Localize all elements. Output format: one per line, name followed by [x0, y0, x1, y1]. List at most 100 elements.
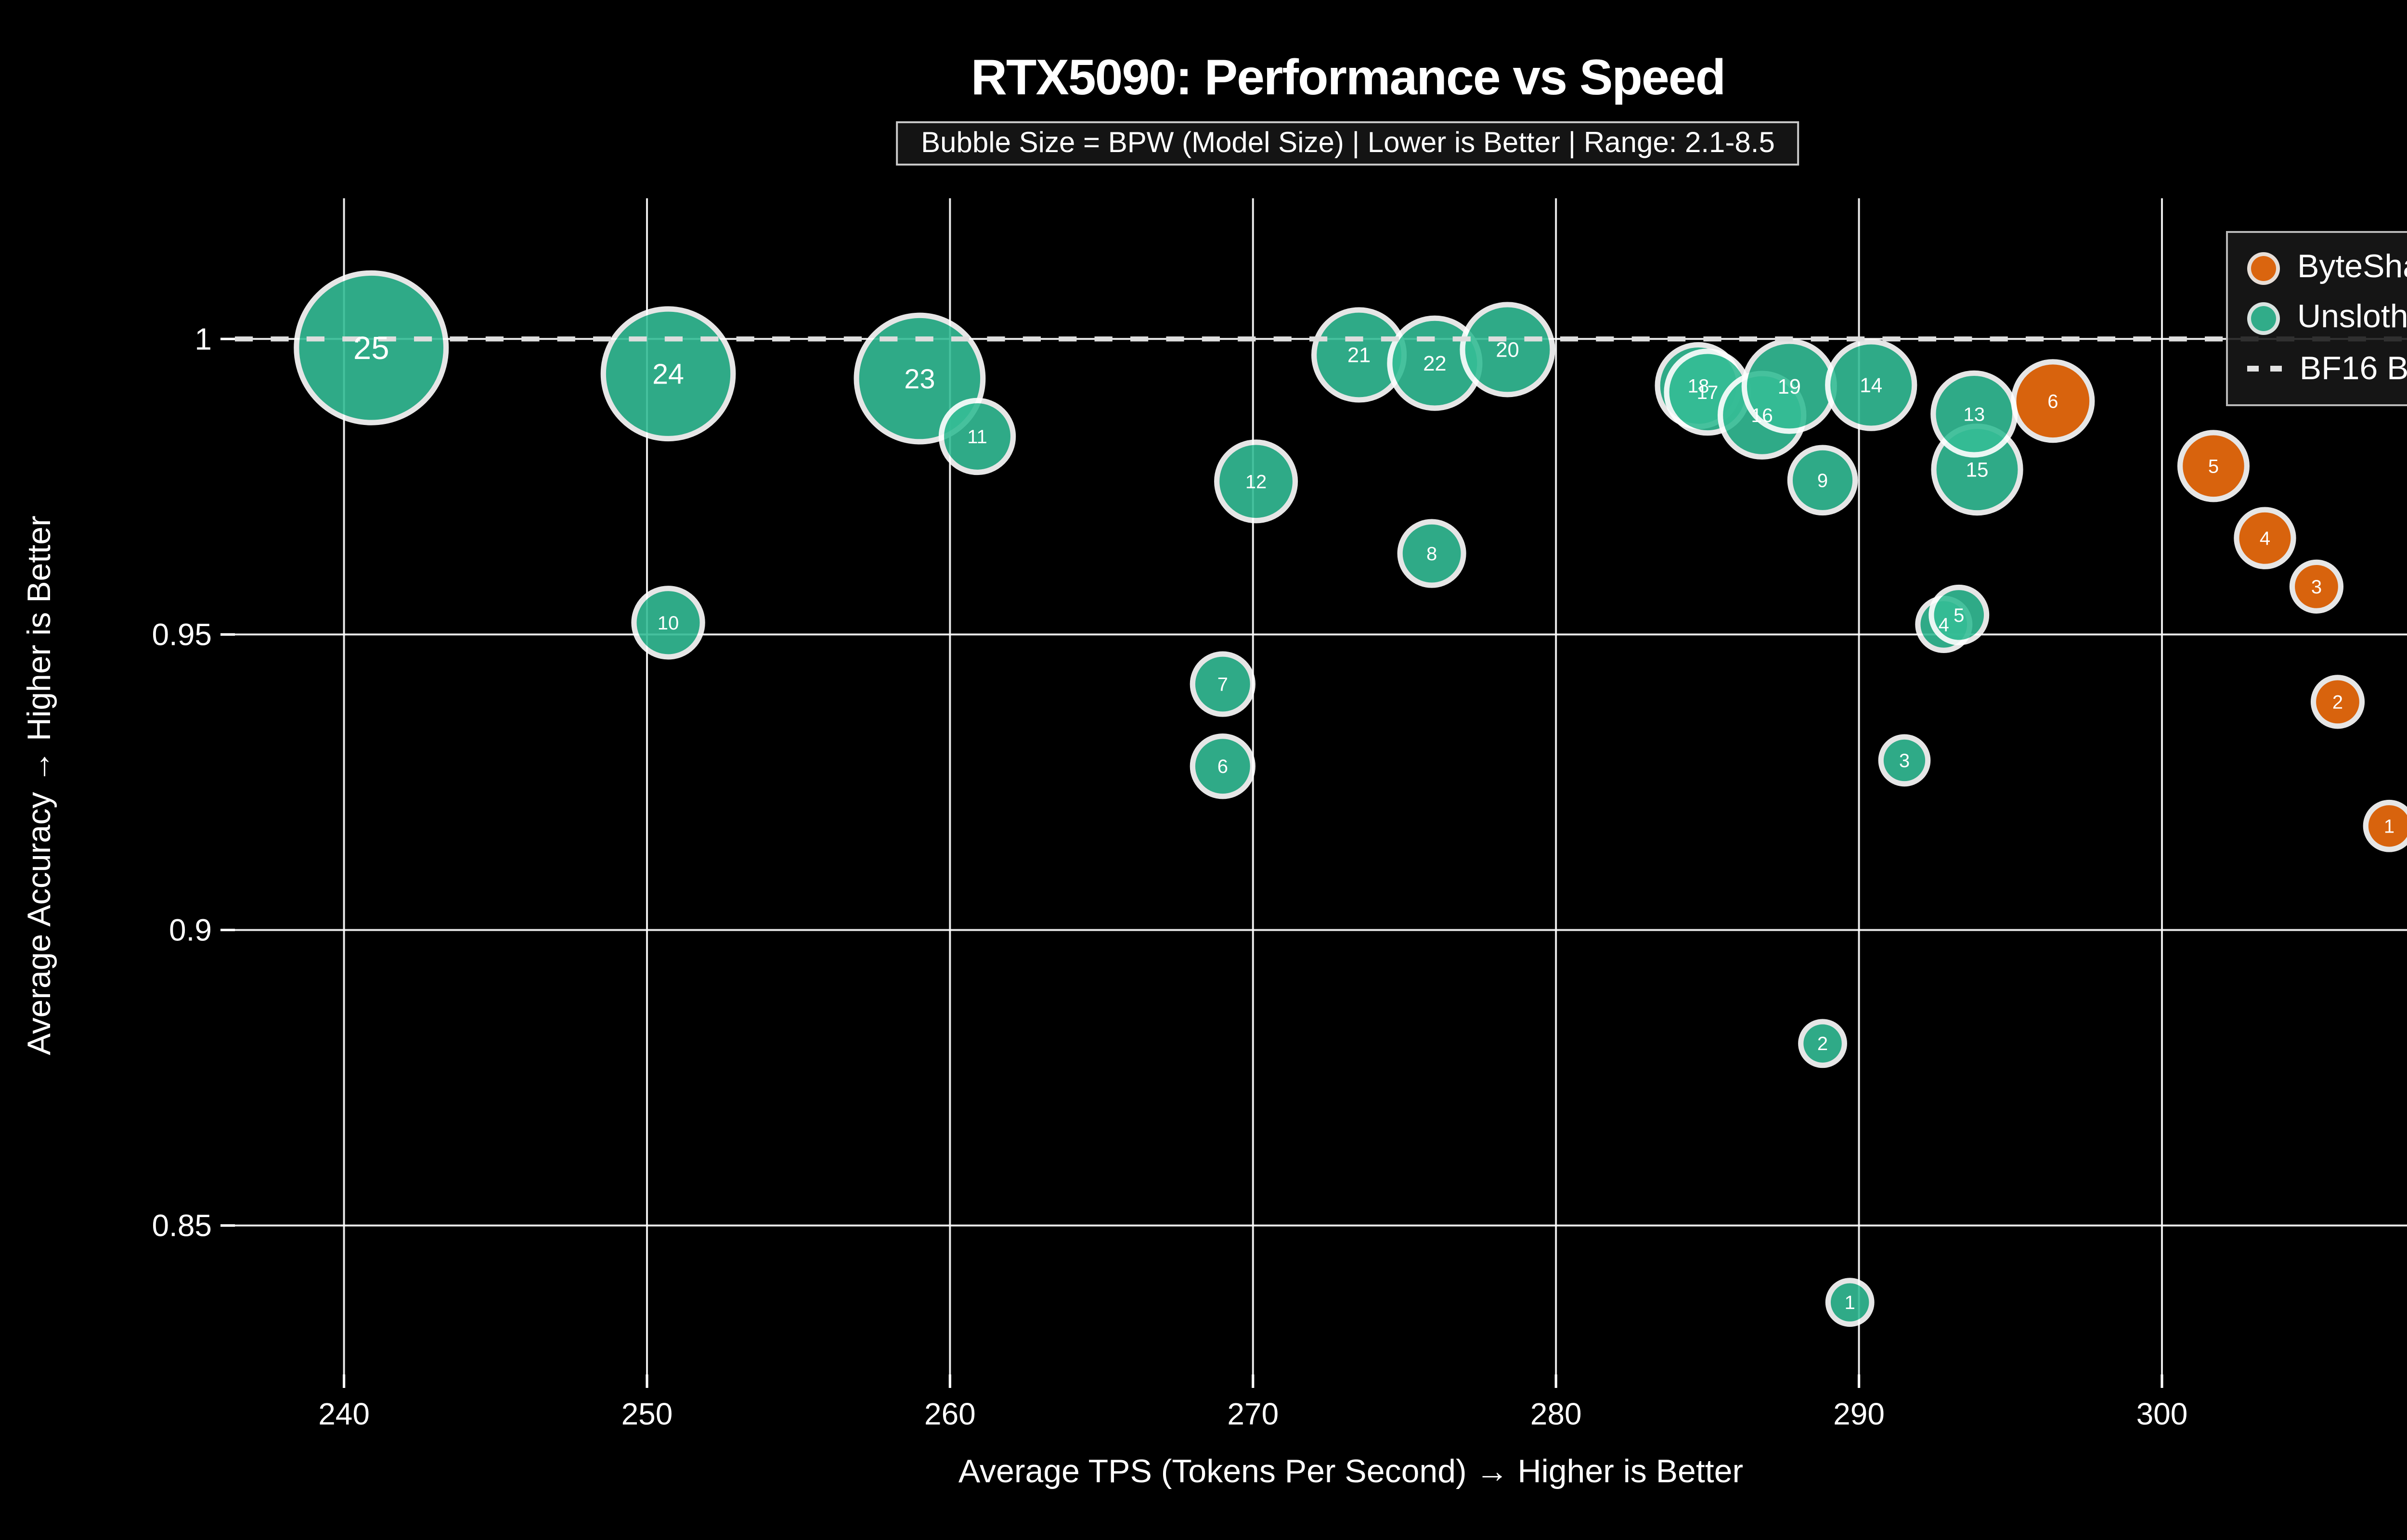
bubble-byteshape-2 [2310, 675, 2365, 729]
y-tick-label: 0.85 [152, 1208, 212, 1243]
bubble-label: 25 [353, 330, 389, 366]
bubble-ring [2177, 430, 2250, 502]
bubble-fill [2316, 680, 2360, 724]
bubble-label: 6 [2047, 391, 2058, 412]
bubble-fill [1402, 524, 1461, 583]
bubble-label: 20 [1496, 339, 1519, 362]
bubble-fill [2016, 364, 2090, 438]
bubble-ring [1190, 733, 1255, 799]
bubble-fill [1830, 1283, 1869, 1322]
bubble-label: 2 [2332, 692, 2343, 713]
bubble-label: 10 [658, 613, 679, 634]
legend-item-bf16-baseline: BF16 Baseline [2247, 350, 2407, 388]
x-tick-label: 300 [2136, 1397, 2188, 1431]
bubble-fill [1883, 739, 1926, 782]
bubble-fill [1936, 375, 2013, 452]
legend-label-byteshape: ByteShape [2297, 248, 2407, 285]
byteshape-marker-icon [2247, 251, 2280, 284]
bubble-fill [1219, 445, 1293, 518]
bubble-ring [294, 270, 449, 425]
x-axis-title: Average TPS (Tokens Per Second) → Higher… [958, 1453, 1744, 1490]
bubble-byteshape-4 [2234, 507, 2296, 569]
bubble-ring [1190, 651, 1255, 717]
chart-subtitle: Bubble Size = BPW (Model Size) | Lower i… [921, 127, 1775, 160]
bubble-ring [1214, 439, 1298, 524]
y-tick-label: 1 [194, 321, 212, 356]
bubble-label: 2 [1817, 1033, 1828, 1054]
bubble-ring [2234, 507, 2296, 569]
bubble-label: 3 [1899, 750, 1910, 771]
bubble-unsloth-8 [1397, 519, 1466, 588]
bubble-label: 5 [1954, 605, 1964, 626]
bubble-label: 17 [1696, 382, 1718, 403]
bubble-fill [636, 590, 700, 654]
bubble-fill [1747, 344, 1832, 429]
bubble-ring [1787, 445, 1858, 516]
bubble-unsloth-20 [1460, 302, 1555, 398]
bubble-fill [1803, 1024, 1842, 1063]
bubble-fill [944, 403, 1011, 470]
bubble-unsloth-7 [1190, 651, 1255, 717]
bubble-byteshape-5 [2177, 430, 2250, 502]
chart-subtitle-box: Bubble Size = BPW (Model Size) | Lower i… [896, 121, 1800, 166]
x-tick-label: 250 [621, 1397, 673, 1431]
bubble-fill [2239, 512, 2291, 565]
chart-title: RTX5090: Performance vs Speed [971, 48, 1726, 106]
bubble-unsloth-6 [1190, 733, 1255, 799]
bubble-unsloth-24 [600, 306, 736, 442]
bubble-ring [1928, 584, 1990, 645]
bubble-fill [1830, 344, 1912, 426]
bubble-unsloth-12 [1214, 439, 1298, 524]
bubble-fill [1934, 590, 1984, 640]
bubble-unsloth-5 [1928, 584, 1990, 645]
bubble-ring [938, 398, 1016, 475]
bubble-fill [1195, 656, 1251, 712]
bubble-ring [1825, 1278, 1875, 1327]
bubble-ring [2289, 559, 2344, 614]
bubble-label: 12 [1245, 471, 1267, 492]
y-axis-title: Average Accuracy → Higher is Better [21, 515, 58, 1055]
bubble-label: 1 [1845, 1292, 1855, 1313]
bubble-label: 22 [1423, 352, 1446, 375]
bubble-label: 13 [1963, 403, 1985, 425]
bubble-label: 1 [2384, 816, 2394, 837]
bubble-ring [2363, 799, 2407, 852]
bubble-fill [1465, 307, 1550, 392]
legend-label-bf16-baseline: BF16 Baseline [2299, 350, 2407, 387]
x-tick-label: 270 [1227, 1397, 1279, 1431]
bubble-label: 7 [1217, 674, 1228, 695]
bubble-label: 5 [2208, 456, 2219, 477]
bubble-label: 15 [1966, 459, 1989, 481]
legend: ByteShape Unsloth BF16 Baseline [2226, 231, 2407, 406]
bubble-ring [1460, 302, 1555, 398]
bubble-byteshape-1 [2363, 799, 2407, 852]
bubble-byteshape-6 [2011, 359, 2095, 443]
bubble-unsloth-11 [938, 398, 1016, 475]
legend-item-byteshape: ByteShape [2247, 249, 2407, 287]
bubble-ring [2011, 359, 2095, 443]
dashed-line-icon [2247, 366, 2282, 372]
bubble-unsloth-25 [294, 270, 449, 425]
bubble-unsloth-23 [854, 312, 986, 445]
bubble-ring [2310, 675, 2365, 729]
bubble-fill [1316, 312, 1402, 398]
bubble-unsloth-9 [1787, 445, 1858, 516]
bubble-byteshape-3 [2289, 559, 2344, 614]
bubble-ring [600, 306, 736, 442]
bubble-label: 19 [1778, 375, 1801, 398]
bubble-label: 4 [2260, 528, 2270, 549]
bubble-label: 21 [1347, 344, 1371, 367]
legend-label-unsloth: Unsloth [2297, 299, 2407, 336]
x-tick-label: 290 [1833, 1397, 1885, 1431]
bubble-label: 16 [1751, 404, 1773, 426]
bubble-label: 8 [1426, 543, 1437, 565]
bubble-fill [1195, 738, 1251, 794]
unsloth-marker-icon [2247, 302, 2280, 335]
x-tick-label: 240 [318, 1397, 370, 1431]
x-tick-label: 260 [924, 1397, 976, 1431]
bubble-label: 9 [1817, 470, 1828, 491]
bubble-ring [1825, 339, 1917, 431]
bubble-fill [1792, 450, 1853, 511]
bubble-ring [1878, 734, 1931, 787]
